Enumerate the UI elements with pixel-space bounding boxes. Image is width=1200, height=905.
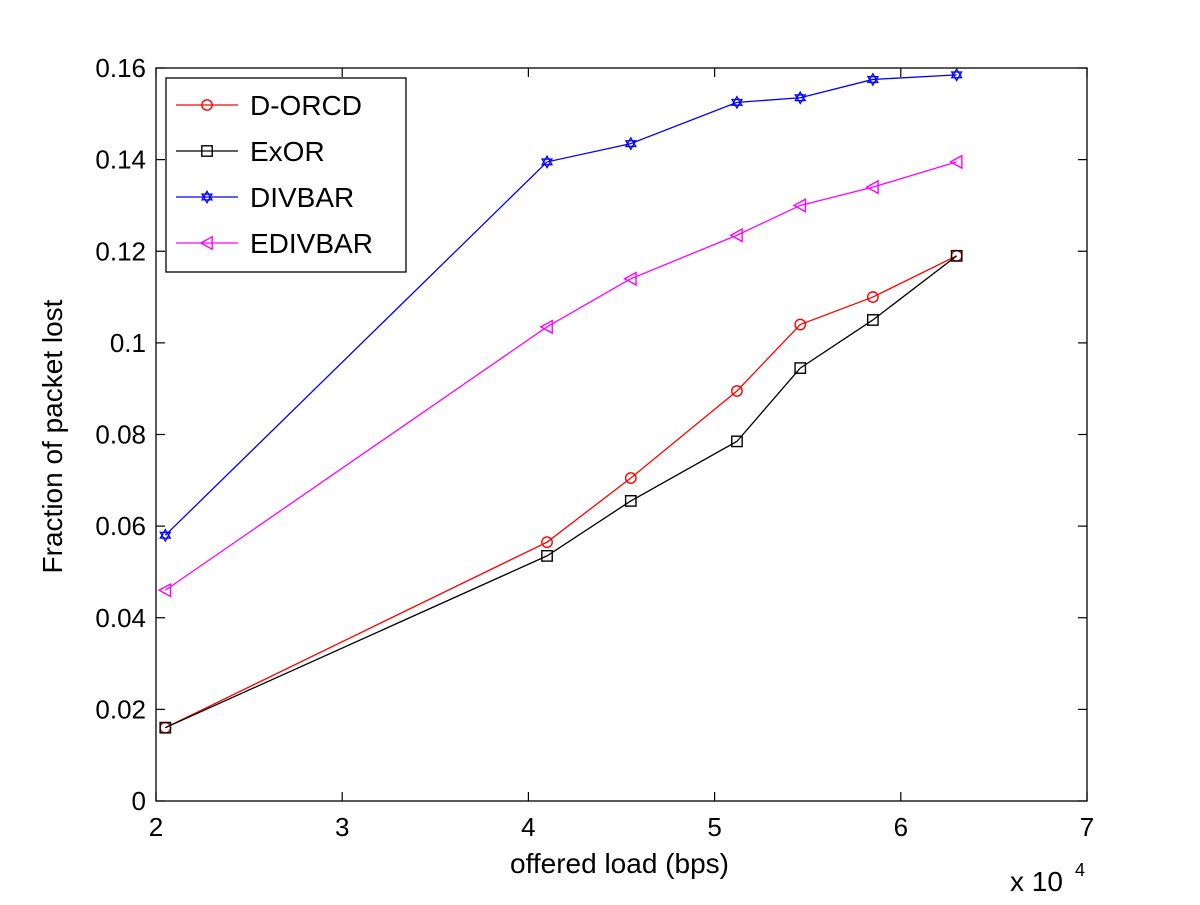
hexagram-up [159, 528, 172, 539]
series-edivbar [157, 154, 963, 598]
series-exor [159, 249, 963, 734]
hexagram-up [950, 67, 963, 79]
legend-item-d-orcd: D-ORCD [176, 90, 362, 121]
legend-label: ExOR [250, 136, 325, 167]
legend-marker [201, 145, 213, 157]
data-point-divbar [159, 528, 172, 543]
data-point-d-orcd [794, 318, 807, 331]
y-tick-label: 0.16 [95, 53, 146, 83]
series-d-orcd [159, 249, 963, 734]
hexagram-up [200, 190, 214, 201]
x-multiplier-base: x 10 [1010, 866, 1063, 897]
data-point-edivbar [623, 271, 637, 287]
legend-marker [200, 190, 214, 204]
legend-label: DIVBAR [250, 182, 354, 213]
data-point-edivbar [157, 582, 172, 598]
hexagram-down [540, 158, 554, 169]
hexagram-down [730, 98, 744, 110]
series-layer [157, 67, 963, 734]
data-point-divbar [950, 67, 963, 82]
y-tick-label: 0.02 [95, 694, 146, 724]
hexagram-down [200, 193, 214, 204]
x-tick-label: 7 [1080, 812, 1094, 842]
data-point-divbar [730, 95, 744, 110]
x-tick-label: 6 [894, 812, 908, 842]
hexagram-up [866, 72, 879, 83]
data-point-edivbar [539, 319, 553, 335]
data-point-exor [866, 314, 879, 326]
data-point-exor [541, 550, 553, 562]
legend-item-edivbar: EDIVBAR [176, 228, 373, 259]
data-point-d-orcd [731, 385, 743, 397]
data-point-edivbar [948, 154, 963, 170]
data-point-exor [794, 362, 807, 374]
data-point-d-orcd [866, 291, 879, 303]
hexagram-down [159, 531, 172, 543]
x-axis-multiplier: x 10 4 [1010, 860, 1085, 897]
y-tick-label: 0.12 [95, 236, 146, 266]
legend-marker [199, 235, 213, 251]
legend-label: D-ORCD [250, 90, 362, 121]
data-point-divbar [794, 90, 807, 105]
series-line-d-orcd [165, 255, 957, 729]
y-axis-title: Fraction of packet lost [37, 299, 68, 573]
legend-item-divbar: DIVBAR [176, 182, 354, 213]
hexagram-down [624, 140, 637, 151]
data-point-edivbar [729, 227, 743, 243]
data-point-divbar [540, 154, 554, 169]
x-tick-label: 4 [521, 812, 535, 842]
series-line-edivbar [164, 161, 957, 591]
data-point-edivbar [792, 198, 807, 213]
y-tick-label: 0.1 [110, 328, 146, 358]
hexagram-down [866, 75, 879, 87]
data-point-divbar [866, 72, 879, 87]
x-tick-label: 2 [149, 812, 163, 842]
legend: D-ORCD ExOR DIVBAR EDIVBAR [165, 77, 407, 273]
data-point-edivbar [865, 179, 879, 195]
y-tick-label: 0.04 [95, 603, 146, 633]
y-tick-label: 0 [132, 786, 146, 816]
hexagram-down [794, 94, 807, 105]
x-tick-label: 3 [335, 812, 349, 842]
hexagram-down [950, 71, 963, 82]
data-point-divbar [624, 136, 637, 151]
series-divbar [159, 67, 963, 543]
legend-label: EDIVBAR [250, 228, 373, 259]
hexagram-up [794, 90, 807, 102]
hexagram-up [540, 154, 554, 166]
x-multiplier-exponent: 4 [1075, 860, 1085, 880]
series-line-divbar [164, 74, 957, 536]
x-axis-title: offered load (bps) [510, 848, 729, 879]
x-tick-label: 5 [707, 812, 721, 842]
y-tick-label: 0.14 [95, 145, 146, 175]
y-tick-label: 0.06 [95, 511, 146, 541]
data-point-exor [624, 495, 637, 507]
legend-item-exor: ExOR [176, 136, 325, 167]
data-point-d-orcd [624, 472, 637, 484]
hexagram-up [730, 95, 744, 106]
hexagram-up [624, 136, 637, 148]
y-tick-label: 0.08 [95, 420, 146, 450]
series-line-exor [165, 255, 958, 729]
data-point-exor [950, 249, 963, 262]
axes-layer: 2 3 4 5 6 7 0 0.02 0.04 0.06 0.08 0.1 0.12 0.14 0.16 [95, 53, 1094, 842]
data-point-exor [159, 721, 172, 734]
legend-marker [201, 99, 213, 111]
data-point-d-orcd [541, 536, 553, 549]
data-point-exor [731, 435, 743, 448]
